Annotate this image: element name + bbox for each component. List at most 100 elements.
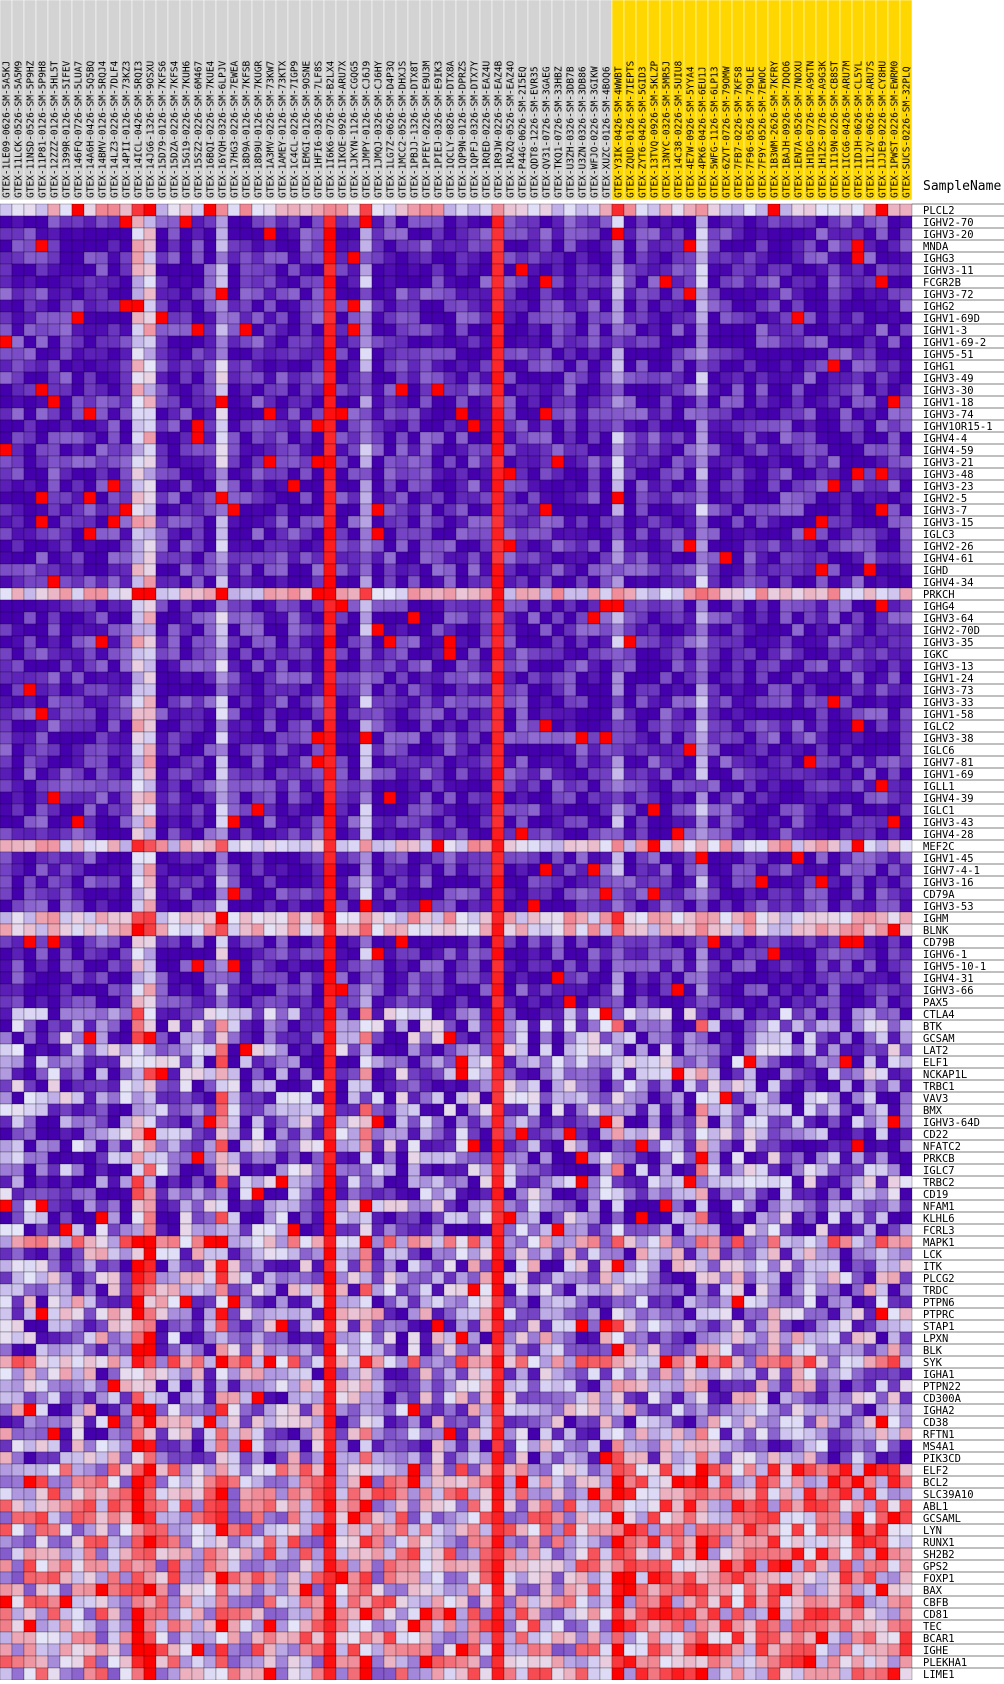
- heatmap-cell: [899, 515, 913, 529]
- heatmap-cell: [47, 935, 61, 949]
- heatmap-cell: [83, 431, 97, 445]
- heatmap-cell: [779, 803, 793, 817]
- heatmap-cell: [443, 527, 457, 541]
- heatmap-cell: [851, 863, 865, 877]
- heatmap-cell: [527, 443, 541, 457]
- heatmap-cell: [659, 647, 673, 661]
- heatmap-cell: [467, 215, 481, 229]
- heatmap-cell: [491, 935, 505, 949]
- heatmap-cell: [383, 695, 397, 709]
- heatmap-cell: [539, 347, 553, 361]
- heatmap-cell: [575, 467, 589, 481]
- heatmap-cell: [671, 827, 685, 841]
- heatmap-cell: [479, 839, 493, 853]
- heatmap-cell: [275, 263, 289, 277]
- heatmap-cell: [695, 695, 709, 709]
- heatmap-cell: [59, 347, 73, 361]
- heatmap-cell: [263, 515, 277, 529]
- heatmap-cell: [731, 323, 745, 337]
- heatmap-cell: [815, 767, 829, 781]
- heatmap-cell: [815, 731, 829, 745]
- heatmap-cell: [707, 587, 721, 601]
- heatmap-cell: [443, 539, 457, 553]
- heatmap-cell: [719, 419, 733, 433]
- heatmap-cell: [827, 707, 841, 721]
- heatmap-cell: [179, 335, 193, 349]
- heatmap-cell: [323, 755, 337, 769]
- heatmap-cell: [95, 659, 109, 673]
- heatmap-cell: [599, 827, 613, 841]
- heatmap-cell: [215, 287, 229, 301]
- heatmap-cell: [23, 959, 37, 973]
- heatmap-cell: [59, 659, 73, 673]
- heatmap-cell: [899, 551, 913, 565]
- heatmap-cell: [227, 599, 241, 613]
- heatmap-cell: [611, 527, 625, 541]
- heatmap-cell: [251, 815, 265, 829]
- heatmap-cell: [659, 875, 673, 889]
- heatmap-cell: [851, 503, 865, 517]
- heatmap-cell: [383, 875, 397, 889]
- heatmap-cell: [179, 611, 193, 625]
- heatmap-cell: [491, 215, 505, 229]
- heatmap-cell: [419, 227, 433, 241]
- heatmap-cell: [191, 935, 205, 949]
- heatmap-cell: [203, 659, 217, 673]
- heatmap-cell: [131, 695, 145, 709]
- heatmap-cell: [551, 623, 565, 637]
- heatmap-cell: [839, 635, 853, 649]
- heatmap-cell: [263, 947, 277, 961]
- heatmap-cell: [191, 335, 205, 349]
- heatmap-cell: [599, 239, 613, 253]
- heatmap-cell: [827, 803, 841, 817]
- heatmap-cell: [395, 335, 409, 349]
- heatmap-cell: [743, 395, 757, 409]
- heatmap-cell: [287, 275, 301, 289]
- heatmap-cell: [287, 623, 301, 637]
- heatmap-cell: [719, 359, 733, 373]
- heatmap-cell: [659, 371, 673, 385]
- heatmap-cell: [371, 923, 385, 937]
- heatmap-cell: [539, 227, 553, 241]
- heatmap-cell: [323, 491, 337, 505]
- heatmap-cell: [383, 671, 397, 685]
- heatmap-cell: [239, 371, 253, 385]
- heatmap-cell: [443, 203, 457, 217]
- heatmap-cell: [203, 731, 217, 745]
- heatmap-cell: [335, 695, 349, 709]
- heatmap-cell: [827, 575, 841, 589]
- heatmap-cell: [251, 779, 265, 793]
- heatmap-cell: [743, 695, 757, 709]
- heatmap-cell: [743, 407, 757, 421]
- heatmap-cell: [215, 911, 229, 925]
- heatmap-cell: [623, 263, 637, 277]
- heatmap-cell: [275, 407, 289, 421]
- heatmap-cell: [863, 443, 877, 457]
- heatmap-cell: [707, 263, 721, 277]
- heatmap-cell: [887, 431, 901, 445]
- heatmap-cell: [335, 755, 349, 769]
- heatmap-cell: [791, 563, 805, 577]
- heatmap-cell: [59, 863, 73, 877]
- heatmap-cell: [203, 863, 217, 877]
- heatmap-cell: [851, 227, 865, 241]
- heatmap-cell: [11, 683, 25, 697]
- heatmap-cell: [671, 347, 685, 361]
- heatmap-cell: [179, 959, 193, 973]
- heatmap-cell: [191, 491, 205, 505]
- heatmap-cell: [803, 671, 817, 685]
- heatmap-cell: [491, 839, 505, 853]
- heatmap-cell: [263, 827, 277, 841]
- heatmap-cell: [311, 623, 325, 637]
- heatmap-cell: [323, 587, 337, 601]
- heatmap-cell: [719, 923, 733, 937]
- heatmap-cell: [455, 299, 469, 313]
- heatmap-cell: [671, 755, 685, 769]
- heatmap-cell: [167, 587, 181, 601]
- heatmap-cell: [107, 539, 121, 553]
- heatmap-cell: [347, 707, 361, 721]
- heatmap-cell: [275, 803, 289, 817]
- heatmap-cell: [887, 539, 901, 553]
- heatmap-cell: [239, 671, 253, 685]
- heatmap-cell: [515, 827, 529, 841]
